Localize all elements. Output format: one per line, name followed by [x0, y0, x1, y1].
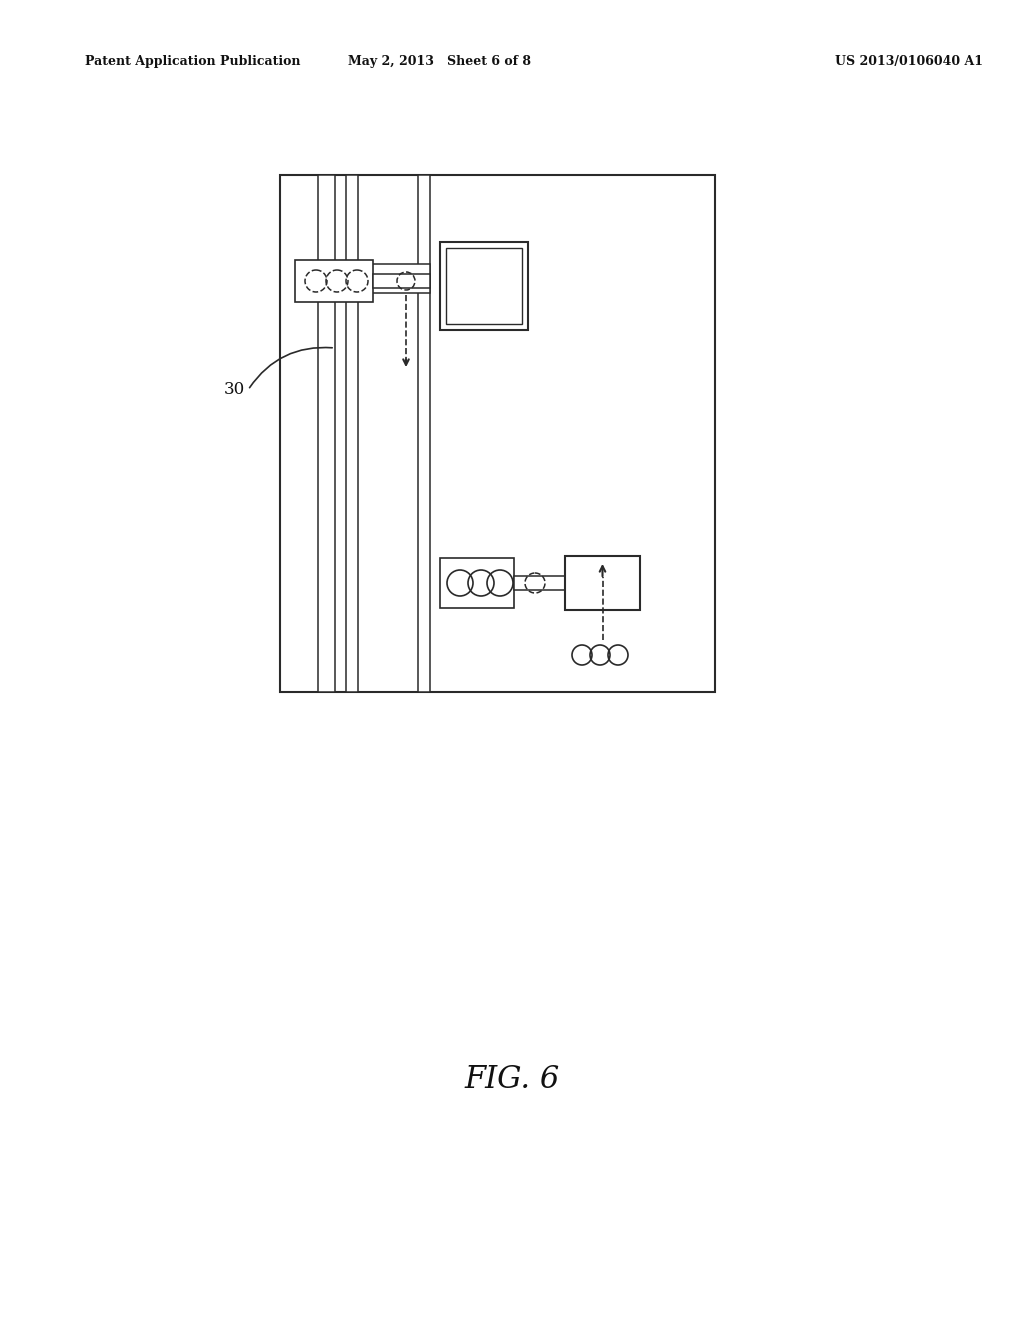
Bar — [295, 260, 373, 302]
Text: 30: 30 — [224, 381, 245, 399]
Bar — [440, 242, 528, 330]
Bar — [440, 558, 514, 609]
Text: US 2013/0106040 A1: US 2013/0106040 A1 — [835, 55, 983, 69]
Text: Patent Application Publication: Patent Application Publication — [85, 55, 300, 69]
Bar — [446, 248, 522, 323]
Bar — [373, 275, 430, 288]
Bar — [280, 176, 715, 692]
Bar — [318, 264, 430, 293]
Text: May 2, 2013   Sheet 6 of 8: May 2, 2013 Sheet 6 of 8 — [348, 55, 531, 69]
Text: FIG. 6: FIG. 6 — [464, 1064, 560, 1096]
Bar — [514, 576, 565, 590]
Bar — [346, 176, 358, 692]
Bar — [418, 176, 430, 692]
Bar — [318, 176, 335, 692]
Bar — [565, 556, 640, 610]
